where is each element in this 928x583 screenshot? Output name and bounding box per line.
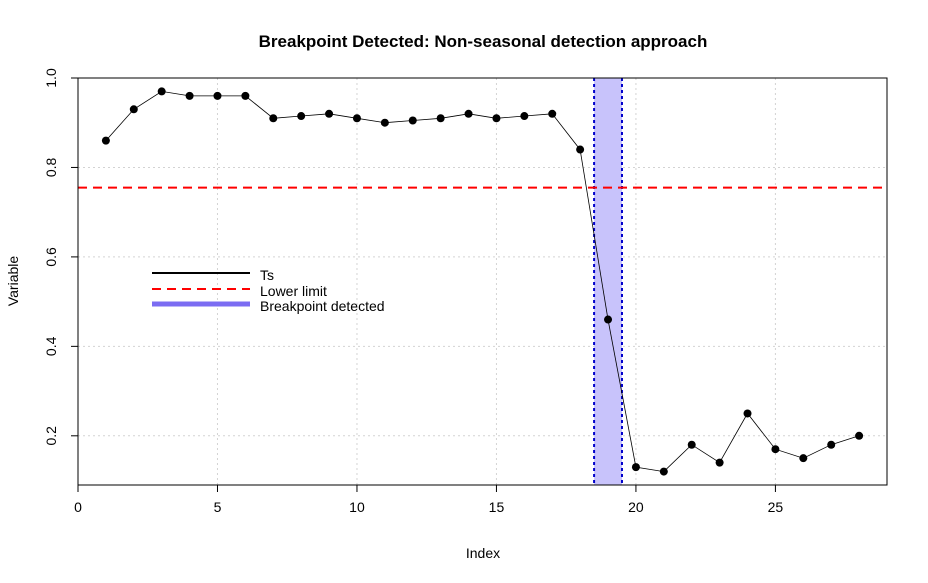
x-tick-label: 20 [628,499,644,515]
data-point [492,114,501,123]
data-point [743,409,752,418]
data-point [157,87,166,96]
data-point [687,440,696,449]
x-tick-label: 15 [489,499,505,515]
legend-label-breakpoint: Breakpoint detected [260,298,385,314]
x-tick-label: 5 [214,499,222,515]
data-point [659,467,668,476]
data-point [631,463,640,472]
series-line-ts [105,90,860,473]
y-tick-label: 1.0 [43,68,59,88]
data-point [352,114,361,123]
plot-border [77,77,888,486]
x-axis-title: Index [466,545,500,561]
breakpoint-band [594,78,622,485]
y-tick-label: 0.4 [43,336,59,356]
y-axis-title: Variable [5,256,21,307]
data-point [576,145,585,154]
x-tick-label: 10 [349,499,365,515]
data-point [548,109,557,118]
data-point [101,136,110,145]
legend-label-lower-limit: Lower limit [260,283,327,299]
data-point [408,116,417,125]
x-tick-label: 0 [74,499,82,515]
y-axis: 0.2 0.4 0.6 0.8 1.0 [43,68,79,446]
data-point [185,91,194,100]
y-tick-label: 0.2 [43,426,59,446]
x-axis: 0 5 10 15 20 25 [74,484,784,515]
data-point [771,445,780,454]
data-point [715,458,724,467]
chart-title: Breakpoint Detected: Non-seasonal detect… [259,32,708,51]
data-point [325,109,334,118]
data-point [827,440,836,449]
data-point [799,454,808,463]
data-point [269,114,278,123]
data-point [129,105,138,114]
data-point [464,109,473,118]
data-point [380,118,389,127]
data-point [604,315,613,324]
y-tick-label: 0.8 [43,158,59,178]
data-point [855,431,864,440]
x-tick-label: 25 [768,499,784,515]
data-point [520,112,529,121]
data-point [241,91,250,100]
legend-label-ts: Ts [260,267,274,283]
grid [78,77,887,485]
data-point [436,114,445,123]
breakpoint-layer [593,78,623,485]
data-point [213,91,222,100]
series-layer [101,87,864,476]
data-point [297,112,306,121]
legend: Ts Lower limit Breakpoint detected [152,267,385,314]
y-tick-label: 0.6 [43,247,59,267]
